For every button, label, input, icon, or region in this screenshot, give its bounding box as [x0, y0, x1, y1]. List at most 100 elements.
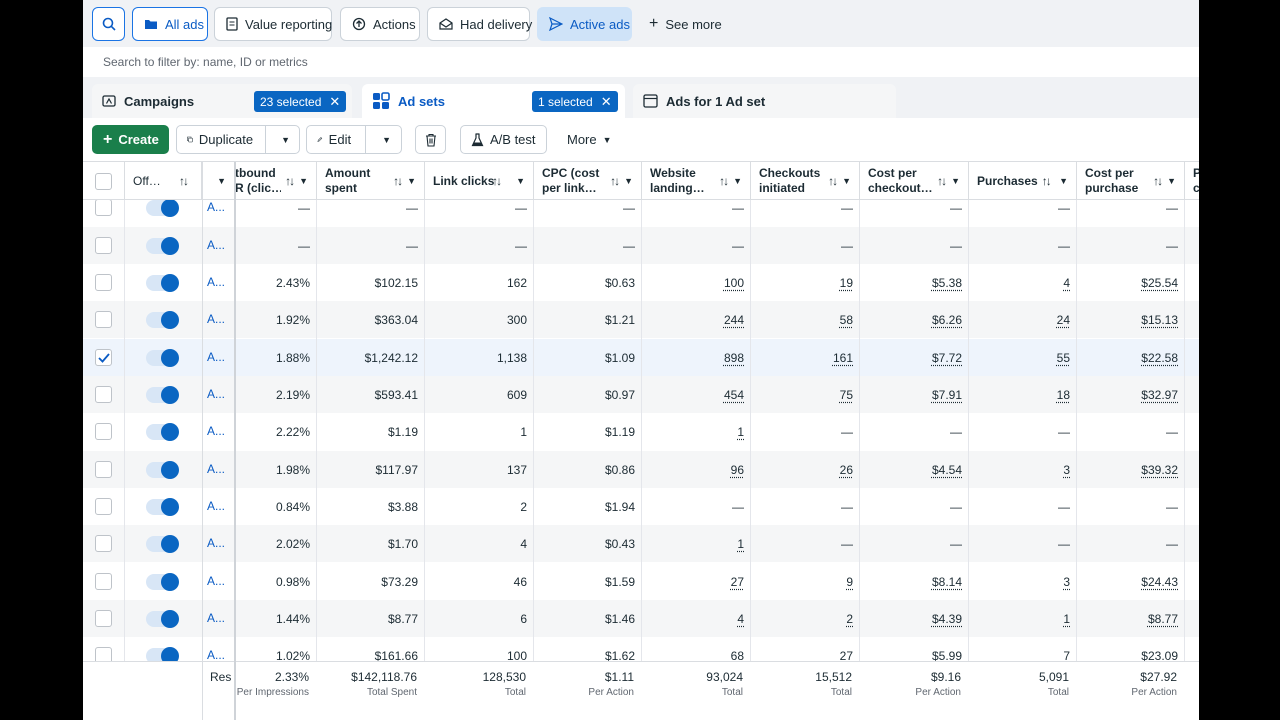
duplicate-button[interactable]: Duplicate ▼ [176, 125, 300, 154]
delivery-toggle[interactable] [146, 498, 179, 516]
delivery-toggle[interactable] [146, 610, 179, 628]
tab-adsets[interactable]: Ad sets 1 selected ✕ [362, 84, 625, 118]
sort-icon[interactable]: ↑↓ [492, 173, 502, 188]
select-all-checkbox-cell[interactable] [83, 162, 125, 200]
search-filter-input[interactable]: Search to filter by: name, ID or metrics [91, 47, 1199, 77]
cell-purchases[interactable]: 7 [969, 637, 1077, 662]
ad-set-name-link[interactable]: A... [207, 648, 226, 661]
table-row[interactable]: A... 2.22% $1.19 1 $1.19 1 — — — — [83, 413, 1199, 450]
ad-set-name-link[interactable]: A... [207, 350, 226, 364]
chevron-down-icon[interactable]: ▼ [516, 175, 525, 186]
chevron-down-icon[interactable]: ▼ [842, 175, 851, 186]
cell-cpco[interactable]: $6.26 [860, 301, 969, 338]
more-button[interactable]: More ▼ [557, 125, 617, 154]
cell-purchases[interactable]: 55 [969, 339, 1077, 376]
cell-landing[interactable]: 898 [642, 339, 751, 376]
header-checkouts[interactable]: Checkouts initiated ↑↓ ▼ [751, 162, 860, 200]
ad-set-name-link[interactable]: A... [207, 387, 226, 401]
header-cpc[interactable]: CPC (cost per link… ↑↓ ▼ [534, 162, 642, 200]
cell-cpco[interactable]: — [860, 488, 969, 525]
delivery-toggle[interactable] [146, 386, 179, 404]
cell-cpco[interactable]: — [860, 525, 969, 562]
cell-cpp[interactable]: $39.32 [1077, 451, 1185, 488]
header-name[interactable]: ▼ [202, 162, 235, 200]
delivery-toggle[interactable] [146, 423, 179, 441]
cell-purchases[interactable]: — [969, 200, 1077, 226]
sort-icon[interactable]: ↑↓ [285, 173, 295, 188]
sort-icon[interactable]: ↑↓ [1153, 173, 1163, 188]
row-checkbox[interactable] [95, 311, 112, 328]
sort-icon[interactable]: ↑↓ [179, 173, 189, 188]
value-reporting-chip[interactable]: Value reporting [214, 7, 332, 41]
close-icon[interactable]: ✕ [329, 93, 341, 109]
sort-icon[interactable]: ↑↓ [828, 173, 838, 188]
delivery-toggle[interactable] [146, 237, 179, 255]
cell-landing[interactable]: — [642, 200, 751, 226]
cell-purchases[interactable]: 1 [969, 600, 1077, 637]
edit-dropdown-icon[interactable]: ▼ [382, 134, 391, 145]
ad-set-name-link[interactable]: A... [207, 424, 226, 438]
cell-landing[interactable]: 244 [642, 301, 751, 338]
cell-checkouts[interactable]: 19 [751, 264, 860, 301]
cell-checkouts[interactable]: 75 [751, 376, 860, 413]
delivery-toggle[interactable] [146, 349, 179, 367]
chevron-down-icon[interactable]: ▼ [299, 175, 308, 186]
cell-cpco[interactable]: $4.54 [860, 451, 969, 488]
cell-checkouts[interactable]: — [751, 525, 860, 562]
delete-button[interactable] [415, 125, 446, 154]
chevron-down-icon[interactable]: ▼ [1059, 175, 1068, 186]
row-checkbox[interactable] [95, 349, 112, 366]
delivery-toggle[interactable] [146, 461, 179, 479]
chevron-down-icon[interactable]: ▼ [951, 175, 960, 186]
cell-checkouts[interactable]: — [751, 413, 860, 450]
table-row[interactable]: A... 0.98% $73.29 46 $1.59 27 9 $8.14 3 $24.43 [83, 563, 1199, 600]
row-checkbox[interactable] [95, 498, 112, 515]
sort-icon[interactable]: ↑↓ [719, 173, 729, 188]
cell-checkouts[interactable]: 9 [751, 563, 860, 600]
delivery-toggle[interactable] [146, 311, 179, 329]
ad-set-name-link[interactable]: A... [207, 275, 226, 289]
cell-cpp[interactable]: $23.09 [1077, 637, 1185, 662]
cell-cpco[interactable]: — [860, 227, 969, 264]
cell-cpco[interactable]: $7.72 [860, 339, 969, 376]
search-button[interactable] [92, 7, 125, 41]
row-checkbox[interactable] [95, 535, 112, 552]
delivery-toggle[interactable] [146, 200, 179, 217]
cell-cpp[interactable]: $8.77 [1077, 600, 1185, 637]
header-purchases[interactable]: Purchases ↑↓ ▼ [969, 162, 1077, 200]
cell-cpp[interactable]: — [1077, 525, 1185, 562]
chevron-down-icon[interactable]: ▼ [624, 175, 633, 186]
cell-cpco[interactable]: $5.99 [860, 637, 969, 662]
cell-cpco[interactable]: — [860, 413, 969, 450]
adsets-selected-badge[interactable]: 1 selected ✕ [532, 91, 618, 112]
row-checkbox[interactable] [95, 461, 112, 478]
active-ads-chip[interactable]: Active ads [537, 7, 632, 41]
cell-cpco[interactable]: $7.91 [860, 376, 969, 413]
actions-chip[interactable]: Actions [340, 7, 420, 41]
cell-cpco[interactable]: $5.38 [860, 264, 969, 301]
duplicate-dropdown-icon[interactable]: ▼ [281, 134, 290, 145]
cell-cpp[interactable]: — [1077, 200, 1185, 226]
header-outbound-ctr[interactable]: tbound R (clic… ↑↓ ▼ [235, 162, 317, 200]
cell-cpp[interactable]: $24.43 [1077, 563, 1185, 600]
chevron-down-icon[interactable]: ▼ [733, 175, 742, 186]
row-checkbox[interactable] [95, 274, 112, 291]
ad-set-name-link[interactable]: A... [207, 312, 226, 326]
chevron-down-icon[interactable]: ▼ [1167, 175, 1176, 186]
delivery-toggle[interactable] [146, 274, 179, 292]
cell-cpp[interactable]: $32.97 [1077, 376, 1185, 413]
cell-landing[interactable]: — [642, 227, 751, 264]
sort-icon[interactable]: ↑↓ [610, 173, 620, 188]
cell-cpco[interactable]: — [860, 200, 969, 226]
cell-checkouts[interactable]: — [751, 200, 860, 226]
cell-purchases[interactable]: — [969, 488, 1077, 525]
cell-cpp[interactable]: — [1077, 413, 1185, 450]
header-link-clicks[interactable]: Link clicks ↑↓ ▼ [425, 162, 534, 200]
sort-icon[interactable]: ↑↓ [393, 173, 403, 188]
row-checkbox[interactable] [95, 200, 112, 216]
ad-set-name-link[interactable]: A... [207, 574, 226, 588]
header-partial[interactable]: P c [1193, 166, 1199, 195]
cell-landing[interactable]: 1 [642, 413, 751, 450]
sort-icon[interactable]: ↑↓ [937, 173, 947, 188]
row-checkbox[interactable] [95, 647, 112, 661]
